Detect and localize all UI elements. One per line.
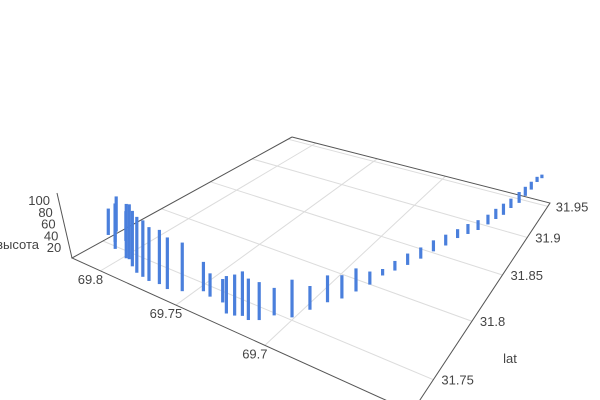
gridline-lat: [161, 208, 473, 322]
z-tick-label: 80: [38, 205, 52, 220]
z-tick-label: 20: [47, 240, 61, 255]
z-tick-label: 100: [28, 193, 50, 208]
lat-tick-label: 31.8: [480, 314, 505, 329]
gridline-lat: [252, 158, 528, 238]
lat-axis-title: lat: [503, 351, 517, 366]
lat-axis-line: [291, 136, 551, 400]
lat-tick-label: 31.75: [441, 373, 474, 388]
z-tick-label: 40: [44, 228, 58, 243]
z-axis-title: высота: [0, 237, 40, 252]
z-axis-line: [56, 192, 73, 259]
gridline-lon: [264, 175, 446, 346]
gridline-lat: [287, 138, 548, 207]
data-segments: [106, 174, 544, 321]
z-tick-label: 60: [41, 217, 55, 232]
lat-tick-label: 31.95: [556, 199, 589, 214]
lat-tick-label: 31.9: [535, 230, 560, 245]
tick-labels: 69.7 69.75 69.8 31.75 31.8 31.85 31.9 31.95 2040…: [0, 193, 588, 388]
gridline-lon: [175, 158, 378, 306]
gridline-lat: [210, 181, 503, 276]
lon-tick-label: 69.75: [150, 306, 183, 321]
lon-tick-label: 69.8: [78, 272, 103, 287]
lon-tick-label: 69.7: [242, 346, 267, 361]
axis-edges: [56, 136, 551, 400]
lat-tick-label: 31.85: [510, 268, 543, 283]
